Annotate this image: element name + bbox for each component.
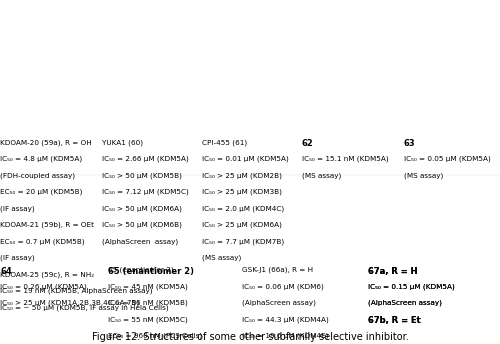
- Text: (AlphaScreen  assay): (AlphaScreen assay): [102, 238, 178, 245]
- Text: IC₅₀ = 0.15 μM (KDM5A): IC₅₀ = 0.15 μM (KDM5A): [368, 283, 455, 290]
- Text: (AlphaScreen assay): (AlphaScreen assay): [368, 300, 442, 306]
- Text: EC₅₀ = 20 μM (KDM5B): EC₅₀ = 20 μM (KDM5B): [0, 189, 83, 195]
- Text: IC₅₀ = 0.15 μM (KDM5A): IC₅₀ = 0.15 μM (KDM5A): [368, 283, 455, 290]
- Text: IC₅₀ = 2.66 μM (KDM5A): IC₅₀ = 2.66 μM (KDM5A): [102, 156, 189, 162]
- Text: KDOAM-20 (59a), R = OH: KDOAM-20 (59a), R = OH: [0, 139, 92, 146]
- Bar: [100, 62, 170, 126]
- Text: IC₅₀ = 7.7 μM (KDM7B): IC₅₀ = 7.7 μM (KDM7B): [202, 238, 284, 245]
- Text: (MS assay): (MS assay): [302, 172, 341, 179]
- Text: IC₅₀ = 0.01 μM (KDM5A): IC₅₀ = 0.01 μM (KDM5A): [202, 156, 289, 162]
- Text: 62: 62: [302, 139, 314, 148]
- Text: IC₅₀ > 50 μM (KDM6B): IC₅₀ > 50 μM (KDM6B): [102, 222, 182, 228]
- Text: IC₅₀ = 2.0 μM (KDM4C): IC₅₀ = 2.0 μM (KDM4C): [202, 205, 284, 212]
- Text: IC₅₀ = 19.6 μM (KDM4E): IC₅₀ = 19.6 μM (KDM4E): [242, 333, 328, 339]
- Bar: [0, 62, 98, 126]
- Text: IC₅₀ = 56 nM (KDM5B): IC₅₀ = 56 nM (KDM5B): [108, 300, 187, 306]
- Text: YUKA1 (60): YUKA1 (60): [102, 139, 144, 146]
- Text: (IF assay): (IF assay): [0, 255, 35, 261]
- Text: (MS assay): (MS assay): [404, 172, 444, 179]
- Bar: [398, 62, 498, 126]
- Text: IC₅₀ > 25 μM (KDM2B): IC₅₀ > 25 μM (KDM2B): [202, 172, 282, 179]
- Bar: [198, 62, 275, 126]
- Text: IC₅₀ = 0.26 μM (KDM5A): IC₅₀ = 0.26 μM (KDM5A): [0, 283, 88, 290]
- Text: 63: 63: [404, 139, 415, 148]
- Text: IC₅₀ = 44.3 μM (KDM4A): IC₅₀ = 44.3 μM (KDM4A): [242, 316, 328, 323]
- Bar: [355, 184, 435, 251]
- Text: (IF assay): (IF assay): [0, 205, 35, 212]
- Text: IC₅₀ = 19 nM (KDM5B, AlphaScreen assay): IC₅₀ = 19 nM (KDM5B, AlphaScreen assay): [0, 288, 153, 294]
- Text: IC₅₀ > 25 μM (KDM1A,2B,3B,4C,6A,7B): IC₅₀ > 25 μM (KDM1A,2B,3B,4C,6A,7B): [0, 300, 140, 306]
- Text: IC₅₀ = ~ 50 μM (KDM5B, IF assay in Hela Cells): IC₅₀ = ~ 50 μM (KDM5B, IF assay in Hela …: [0, 304, 169, 311]
- Text: IC₅₀ = 55 nM (KDM5C): IC₅₀ = 55 nM (KDM5C): [108, 316, 187, 323]
- Bar: [105, 184, 180, 251]
- Text: Figure 12. Structures of some other subfamily selective inhibitor.: Figure 12. Structures of some other subf…: [92, 332, 408, 342]
- Text: 64: 64: [0, 267, 12, 276]
- Text: EC₅₀ = 960 nM (PC9 Cells): EC₅₀ = 960 nM (PC9 Cells): [108, 333, 202, 339]
- Text: KDOAM-25 (59c), R = NH₂: KDOAM-25 (59c), R = NH₂: [0, 271, 94, 278]
- Text: IC₅₀ = 4.8 μM (KDM5A): IC₅₀ = 4.8 μM (KDM5A): [0, 156, 82, 162]
- Text: 67a, R = H: 67a, R = H: [368, 267, 418, 276]
- Text: 67b, R = Et: 67b, R = Et: [368, 316, 421, 325]
- Text: EC₅₀ = 0.7 μM (KDM5B): EC₅₀ = 0.7 μM (KDM5B): [0, 238, 85, 245]
- Text: KDOAM-21 (59b), R = OEt: KDOAM-21 (59b), R = OEt: [0, 222, 94, 228]
- Text: 65 (enantiomer 2): 65 (enantiomer 2): [108, 267, 173, 273]
- Text: IC₅₀ = 15.1 nM (KDM5A): IC₅₀ = 15.1 nM (KDM5A): [302, 156, 388, 162]
- Text: IC₅₀ > 25 μM (KDM6A): IC₅₀ > 25 μM (KDM6A): [202, 222, 282, 228]
- Text: (AlphaScreen assay): (AlphaScreen assay): [368, 300, 442, 306]
- Text: IC₅₀ = 0.05 μM (KDM5A): IC₅₀ = 0.05 μM (KDM5A): [404, 156, 491, 162]
- Bar: [0, 184, 100, 251]
- Text: IC₅₀ > 25 μM (KDM3B): IC₅₀ > 25 μM (KDM3B): [202, 189, 282, 195]
- Bar: [298, 62, 375, 126]
- Text: IC₅₀ = 45 nM (KDM5A): IC₅₀ = 45 nM (KDM5A): [108, 283, 187, 290]
- Text: 65 (enantiomer 2): 65 (enantiomer 2): [108, 267, 194, 276]
- Text: 67a, R = H: 67a, R = H: [368, 267, 418, 276]
- Text: IC₅₀ > 50 μM (KDM6A): IC₅₀ > 50 μM (KDM6A): [102, 205, 182, 212]
- Text: GSK-J1 (66a), R = H: GSK-J1 (66a), R = H: [242, 267, 312, 273]
- Text: (FDH-coupled assay): (FDH-coupled assay): [0, 172, 76, 179]
- Text: IC₅₀ = 7.12 μM (KDM5C): IC₅₀ = 7.12 μM (KDM5C): [102, 189, 189, 195]
- Text: (MS assay): (MS assay): [202, 255, 242, 261]
- Text: IC₅₀ > 50 μM (KDM5B): IC₅₀ > 50 μM (KDM5B): [102, 172, 182, 179]
- Text: 67b, R = Et: 67b, R = Et: [368, 316, 421, 325]
- Text: CPI-455 (61): CPI-455 (61): [202, 139, 248, 146]
- Bar: [230, 184, 308, 251]
- Text: IC₅₀ = 0.06 μM (KDM6): IC₅₀ = 0.06 μM (KDM6): [242, 283, 323, 290]
- Text: (AlphaScreen assay): (AlphaScreen assay): [242, 300, 316, 306]
